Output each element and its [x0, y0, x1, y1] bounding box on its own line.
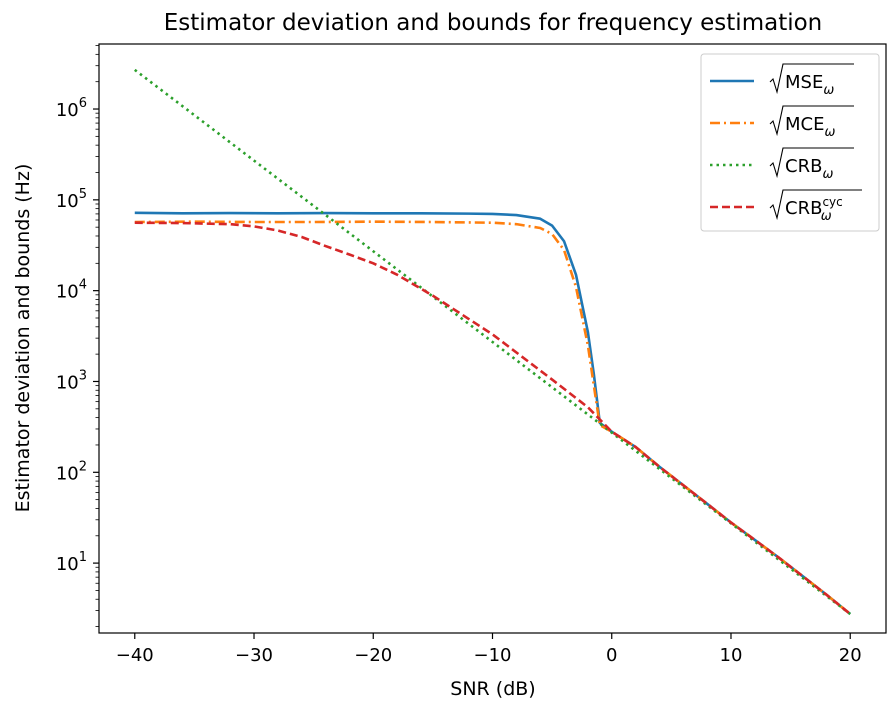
y-tick-label: 101	[56, 550, 87, 575]
y-tick-label: 106	[56, 96, 87, 121]
y-tick-label: 104	[56, 278, 87, 303]
legend-sqrt-sign	[769, 105, 854, 137]
x-tick-label: 20	[839, 645, 862, 666]
y-tick-label: 105	[56, 187, 87, 212]
legend: MSEω MCEω CRBω CRBcyc ω	[700, 53, 880, 232]
series-lines	[133, 68, 852, 616]
y-tick-label: 103	[56, 368, 87, 393]
x-tick-label: −10	[474, 645, 512, 666]
legend-label: CRBcyc ω	[785, 195, 843, 224]
x-tick-label: −40	[116, 645, 154, 666]
legend-box	[700, 53, 880, 232]
legend-label: MSEω	[785, 72, 834, 98]
chart-title: Estimator deviation and bounds for frequ…	[164, 10, 823, 36]
x-axis-ticks: −40 −30 −20 −10 0 10 20	[116, 633, 862, 666]
legend-label: CRBω	[785, 156, 833, 182]
y-axis-label: Estimator deviation and bounds (Hz)	[12, 164, 34, 513]
x-axis-label: SNR (dB)	[450, 678, 535, 700]
y-axis-ticks: 101 102 103 104 105 106	[56, 45, 99, 627]
legend-sqrt-sign	[769, 189, 862, 221]
x-tick-label: −30	[235, 645, 273, 666]
x-tick-label: −20	[354, 645, 392, 666]
legend-sqrt-sign	[769, 147, 854, 179]
x-tick-label: 10	[720, 645, 743, 666]
legend-sqrt-sign	[769, 63, 854, 95]
x-tick-label: 0	[606, 645, 617, 666]
series-line	[134, 221, 852, 616]
legend-label: MCEω	[785, 114, 835, 140]
y-tick-label: 102	[56, 459, 87, 484]
